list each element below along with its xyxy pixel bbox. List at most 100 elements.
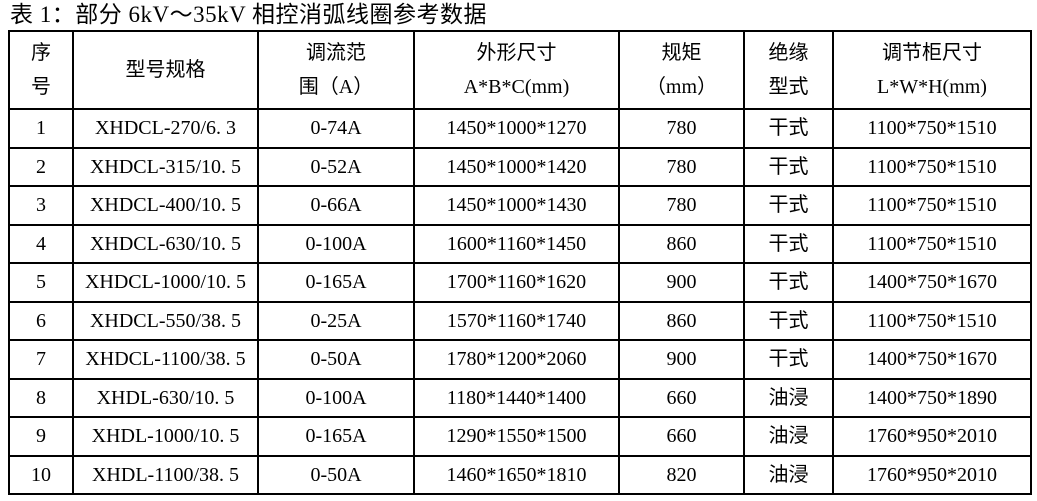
table-row: 2 XHDCL-315/10. 5 0-52A 1450*1000*1420 780 干式… (8, 146, 1032, 187)
table-cell: XHDCL-315/10. 5 (72, 146, 259, 187)
table-cell: 1570*1160*1740 (413, 300, 620, 341)
table-row: 7 XHDCL-1100/38. 5 0-50A 1780*1200*2060 900 干… (8, 339, 1032, 380)
column-header-gauge: 规矩 （mm） (618, 30, 745, 110)
table-cell: 1400*750*1670 (832, 339, 1032, 380)
table-row: 10 XHDL-1100/38. 5 0-50A 1460*1650*1810 820 油… (8, 454, 1032, 495)
table-cell: 油浸 (743, 454, 834, 495)
column-header-insulation-type: 绝缘 型式 (743, 30, 834, 110)
table-cell: 油浸 (743, 377, 834, 418)
table-cell: 干式 (743, 300, 834, 341)
table-cell: 1450*1000*1420 (413, 146, 620, 187)
reference-data-table: 序 号 型号规格 调流范 围（A） 外形尺寸 A*B*C(mm) 规矩 （ (8, 30, 1032, 495)
table-cell: 1780*1200*2060 (413, 339, 620, 380)
table-row: 8 XHDL-630/10. 5 0-100A 1180*1440*1400 660 油浸… (8, 377, 1032, 418)
table-row: 5 XHDCL-1000/10. 5 0-165A 1700*1160*1620 900… (8, 262, 1032, 303)
header-line: L*W*H(mm) (877, 76, 987, 98)
header-line: 规矩 (661, 42, 702, 64)
table-cell: 10 (8, 454, 74, 495)
table-cell: 5 (8, 262, 74, 303)
header-line: （mm） (645, 76, 718, 98)
table-cell: 1600*1160*1450 (413, 223, 620, 264)
table-cell: 900 (618, 339, 745, 380)
table-row: 9 XHDL-1000/10. 5 0-165A 1290*1550*1500 660 油… (8, 416, 1032, 457)
header-row: 序 号 型号规格 调流范 围（A） 外形尺寸 A*B*C(mm) 规矩 （ (8, 30, 1032, 110)
table-cell: 干式 (743, 339, 834, 380)
table-cell: 油浸 (743, 416, 834, 457)
header-line: 围（A） (298, 76, 374, 98)
table-cell: 0-50A (257, 339, 415, 380)
table-cell: 干式 (743, 223, 834, 264)
table-row: 6 XHDCL-550/38. 5 0-25A 1570*1160*1740 860 干式… (8, 300, 1032, 341)
table-cell: 1100*750*1510 (832, 108, 1032, 149)
table-cell: XHDL-630/10. 5 (72, 377, 259, 418)
table-cell: 1100*750*1510 (832, 300, 1032, 341)
table-cell: 1 (8, 108, 74, 149)
table-row: 1 XHDCL-270/6. 3 0-74A 1450*1000*1270 780 干式 1… (8, 108, 1032, 149)
table-cell: 6 (8, 300, 74, 341)
column-header-outline-dimensions: 外形尺寸 A*B*C(mm) (413, 30, 620, 110)
column-header-cabinet-dimensions: 调节柜尺寸 L*W*H(mm) (832, 30, 1032, 110)
table-cell: 2 (8, 146, 74, 187)
table-cell: 干式 (743, 185, 834, 226)
table-cell: 1460*1650*1810 (413, 454, 620, 495)
table-cell: 7 (8, 339, 74, 380)
table-cell: XHDL-1100/38. 5 (72, 454, 259, 495)
table-cell: 1400*750*1670 (832, 262, 1032, 303)
table-cell: XHDCL-630/10. 5 (72, 223, 259, 264)
header-line: 外形尺寸 (476, 42, 557, 64)
table-cell: 干式 (743, 108, 834, 149)
table-cell: 3 (8, 185, 74, 226)
header-line: A*B*C(mm) (463, 76, 570, 98)
column-header-current-range: 调流范 围（A） (257, 30, 415, 110)
table-cell: 1760*950*2010 (832, 454, 1032, 495)
table-cell: 660 (618, 416, 745, 457)
table-cell: XHDL-1000/10. 5 (72, 416, 259, 457)
table-cell: 0-25A (257, 300, 415, 341)
table-cell: XHDCL-400/10. 5 (72, 185, 259, 226)
table-title: 表 1：部分 6kV～35kV 相控消弧线圈参考数据 (10, 2, 488, 27)
table-cell: 860 (618, 223, 745, 264)
table-cell: XHDCL-1000/10. 5 (72, 262, 259, 303)
table-cell: XHDCL-270/6. 3 (72, 108, 259, 149)
header-line: 调流范 (306, 42, 366, 64)
table-cell: 干式 (743, 262, 834, 303)
header-line: 调节柜尺寸 (882, 42, 982, 64)
table-cell: 0-165A (257, 262, 415, 303)
table-cell: 1450*1000*1430 (413, 185, 620, 226)
table-cell: 820 (618, 454, 745, 495)
table-cell: 0-74A (257, 108, 415, 149)
table-cell: 0-165A (257, 416, 415, 457)
table-cell: 1290*1550*1500 (413, 416, 620, 457)
table-cell: 780 (618, 146, 745, 187)
table-cell: 4 (8, 223, 74, 264)
table-cell: 干式 (743, 146, 834, 187)
table-cell: 1700*1160*1620 (413, 262, 620, 303)
table-cell: 9 (8, 416, 74, 457)
header-line: 型号规格 (125, 59, 206, 81)
table-cell: 0-52A (257, 146, 415, 187)
column-header-serial-no: 序 号 (8, 30, 74, 110)
header-line: 序 (31, 42, 51, 64)
table-cell: 1100*750*1510 (832, 185, 1032, 226)
table-cell: 1180*1440*1400 (413, 377, 620, 418)
table-cell: 780 (618, 108, 745, 149)
table-cell: 1760*950*2010 (832, 416, 1032, 457)
table-cell: 0-50A (257, 454, 415, 495)
table-cell: 0-66A (257, 185, 415, 226)
table-cell: 8 (8, 377, 74, 418)
table-cell: 1100*750*1510 (832, 146, 1032, 187)
header-line: 型式 (768, 76, 809, 98)
table-cell: 1450*1000*1270 (413, 108, 620, 149)
table-cell: 660 (618, 377, 745, 418)
table-cell: 0-100A (257, 223, 415, 264)
table-cell: 860 (618, 300, 745, 341)
table-cell: 780 (618, 185, 745, 226)
table-cell: 0-100A (257, 377, 415, 418)
table-cell: 1100*750*1510 (832, 223, 1032, 264)
table-cell: XHDCL-550/38. 5 (72, 300, 259, 341)
table-body: 1 XHDCL-270/6. 3 0-74A 1450*1000*1270 780 干式 1… (8, 108, 1032, 495)
table-row: 3 XHDCL-400/10. 5 0-66A 1450*1000*1430 780 干式… (8, 185, 1032, 226)
header-line: 绝缘 (768, 42, 809, 64)
column-header-model-spec: 型号规格 (72, 30, 259, 110)
